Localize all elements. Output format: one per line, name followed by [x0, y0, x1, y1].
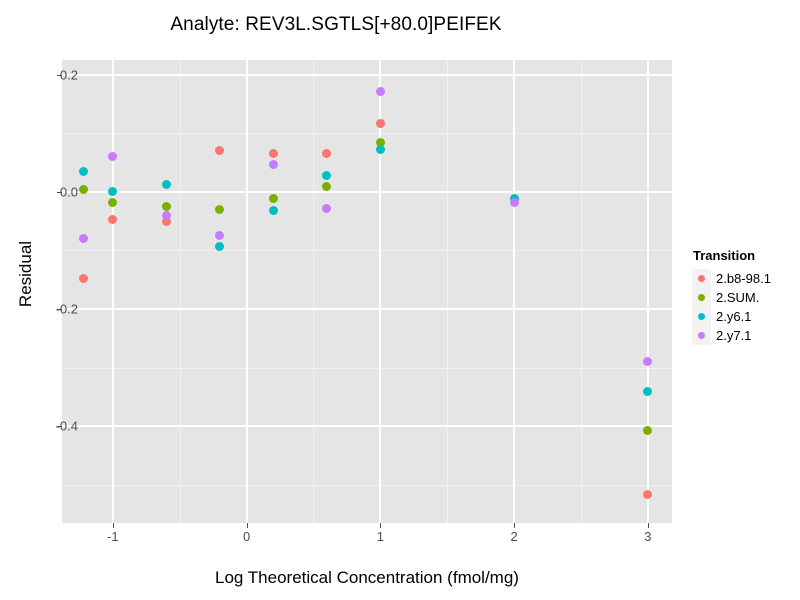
data-point [322, 203, 332, 213]
legend-key-swatch [692, 326, 711, 345]
y-tick-mark [57, 426, 62, 428]
gridline-minor-x [313, 60, 315, 523]
legend-title: Transition [693, 248, 756, 263]
y-tick-label: -0.2 [55, 301, 78, 317]
x-tick-label: 2 [510, 529, 518, 544]
legend-key-swatch [692, 307, 711, 326]
data-point [161, 202, 171, 212]
y-tick-label: -0.4 [55, 418, 78, 434]
legend: Transition 2.b8-98.1 2.SUM. 2.y6.1 2.y7.1 [692, 248, 771, 345]
y-tick-mark [57, 309, 62, 311]
gridline-major-x [111, 60, 114, 523]
legend-item[interactable]: 2.y7.1 [692, 326, 771, 345]
y-tick-label: 0.2 [59, 67, 78, 83]
legend-item[interactable]: 2.b8-98.1 [692, 269, 771, 288]
x-tick-mark [647, 523, 649, 528]
legend-item-label: 2.y7.1 [716, 328, 752, 343]
legend-dot-icon [698, 294, 705, 301]
x-tick-label: -1 [107, 529, 119, 544]
data-point [78, 234, 88, 244]
data-point [78, 185, 88, 195]
legend-item[interactable]: 2.y6.1 [692, 307, 771, 326]
data-point [322, 148, 332, 158]
gridline-major-y [62, 190, 672, 193]
data-point [161, 210, 171, 220]
data-point [643, 426, 653, 436]
x-tick-mark [380, 523, 382, 528]
gridline-minor-y [62, 484, 672, 486]
data-point [78, 274, 88, 284]
page-title: Analyte: REV3L.SGTLS[+80.0]PEIFEK [170, 14, 502, 35]
legend-item[interactable]: 2.SUM. [692, 288, 771, 307]
data-point [509, 197, 519, 207]
gridline-major-y [62, 308, 672, 311]
data-point [78, 166, 88, 176]
plot-panel [62, 60, 672, 523]
y-tick-mark [57, 191, 62, 193]
data-point [215, 145, 225, 155]
data-point [215, 242, 225, 252]
legend-dot-icon [698, 313, 705, 320]
data-point [161, 216, 171, 226]
data-point [161, 180, 171, 190]
x-tick-label: 3 [644, 529, 652, 544]
data-point [375, 119, 385, 129]
gridline-minor-y [62, 250, 672, 252]
legend-item-label: 2.SUM. [716, 290, 760, 305]
y-tick-mark [57, 74, 62, 76]
legend-item-label: 2.b8-98.1 [716, 271, 771, 286]
data-point [643, 489, 653, 499]
x-tick-label: 0 [242, 529, 251, 544]
gridline-minor-y [62, 133, 672, 135]
gridline-major-y [62, 73, 672, 76]
x-axis-title: Log Theoretical Concentration (fmol/mg) [215, 568, 519, 587]
gridline-minor-x [179, 60, 181, 523]
gridline-minor-x [447, 60, 449, 523]
data-point [643, 386, 653, 396]
data-point [108, 215, 118, 225]
data-point [643, 357, 653, 367]
data-point [268, 194, 278, 204]
legend-key-swatch [692, 269, 711, 288]
legend-items: 2.b8-98.1 2.SUM. 2.y6.1 2.y7.1 [692, 269, 771, 345]
gridline-major-x [646, 60, 649, 523]
data-point [215, 204, 225, 214]
data-point [322, 170, 332, 180]
gridline-major-x [513, 60, 516, 523]
gridline-major-x [245, 60, 248, 523]
data-point [375, 137, 385, 147]
x-tick-mark [514, 523, 516, 528]
data-point [268, 160, 278, 170]
data-point [108, 187, 118, 197]
gridline-minor-x [581, 60, 583, 523]
x-tick-label: 1 [376, 529, 384, 544]
data-point [215, 231, 225, 241]
data-point [268, 149, 278, 159]
legend-item-label: 2.y6.1 [716, 309, 752, 324]
gridline-minor-y [62, 367, 672, 369]
data-point [108, 152, 118, 162]
data-point [375, 87, 385, 97]
data-point [268, 206, 278, 216]
y-tick-label: 0.0 [59, 184, 78, 200]
gridline-major-x [379, 60, 382, 523]
legend-key-swatch [692, 288, 711, 307]
y-axis-title: Residual [16, 240, 35, 308]
x-tick-mark [246, 523, 248, 528]
data-point [322, 182, 332, 192]
data-point [375, 145, 385, 155]
legend-dot-icon [698, 332, 705, 339]
legend-dot-icon [698, 275, 705, 282]
data-point [108, 197, 118, 207]
x-tick-mark [112, 523, 114, 528]
gridline-major-y [62, 425, 672, 428]
